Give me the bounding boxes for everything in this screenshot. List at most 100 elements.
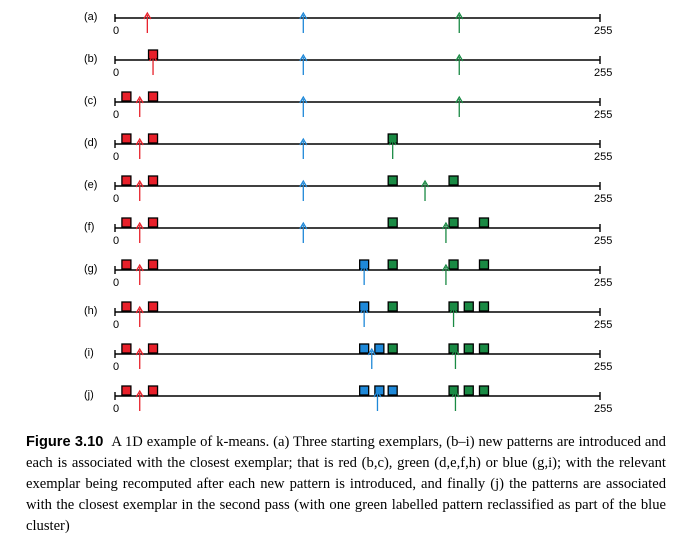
exemplar-arrow-green-c <box>455 95 464 117</box>
pattern-j-3 <box>359 385 370 396</box>
pattern-d-2 <box>147 133 159 144</box>
pattern-g-5 <box>448 259 459 270</box>
pattern-e-2 <box>147 175 159 186</box>
pattern-i-3 <box>359 343 370 354</box>
exemplar-arrow-red-g <box>135 263 144 285</box>
figure-caption: Figure 3.10 A 1D example of k-means. (a) … <box>26 432 666 537</box>
axis-max-label-j: 255 <box>594 403 612 415</box>
row-label-h: (h) <box>84 305 97 317</box>
axis-min-label-j: 0 <box>113 403 119 415</box>
pattern-i-7 <box>463 343 474 354</box>
pattern-f-2 <box>147 217 159 228</box>
pattern-d-1 <box>121 133 132 144</box>
exemplar-arrow-blue-b <box>299 53 308 75</box>
exemplar-arrow-blue-f <box>299 221 308 243</box>
row-label-d: (d) <box>84 137 97 149</box>
row-label-g: (g) <box>84 263 97 275</box>
exemplar-arrow-blue-c <box>299 95 308 117</box>
pattern-i-2 <box>147 343 159 354</box>
row-label-f: (f) <box>84 221 94 233</box>
pattern-h-6 <box>463 301 474 312</box>
pattern-f-5 <box>478 217 490 228</box>
axis-min-label-d: 0 <box>113 151 119 163</box>
pattern-h-2 <box>147 301 159 312</box>
pattern-j-1 <box>121 385 132 396</box>
figure-number: Figure 3.10 <box>26 434 104 450</box>
exemplar-arrow-red-a <box>143 11 152 33</box>
exemplar-arrow-green-i <box>451 347 460 369</box>
exemplar-arrow-blue-i <box>367 347 376 369</box>
exemplar-arrow-red-f <box>135 221 144 243</box>
exemplar-arrow-green-f <box>441 221 451 243</box>
axis-min-label-a: 0 <box>113 25 119 37</box>
pattern-j-2 <box>147 385 159 396</box>
exemplar-arrow-green-d <box>388 137 397 159</box>
row-label-a: (a) <box>84 11 97 23</box>
exemplar-arrow-red-j <box>135 389 144 411</box>
pattern-h-4 <box>387 301 398 312</box>
row-label-b: (b) <box>84 53 97 65</box>
axis-min-label-g: 0 <box>113 277 119 289</box>
row-label-e: (e) <box>84 179 97 191</box>
pattern-g-4 <box>387 259 398 270</box>
pattern-g-1 <box>121 259 132 270</box>
row-label-j: (j) <box>84 389 94 401</box>
pattern-j-7 <box>463 385 474 396</box>
pattern-f-3 <box>387 217 398 228</box>
exemplar-arrow-blue-a <box>299 11 308 33</box>
pattern-i-1 <box>121 343 132 354</box>
axis-max-label-g: 255 <box>594 277 612 289</box>
axis-max-label-d: 255 <box>594 151 612 163</box>
pattern-i-5 <box>387 343 398 354</box>
pattern-g-2 <box>147 259 159 270</box>
axis-min-label-h: 0 <box>113 319 119 331</box>
exemplar-arrow-red-e <box>135 179 144 201</box>
pattern-f-1 <box>121 217 132 228</box>
pattern-g-6 <box>478 259 490 270</box>
exemplar-arrow-blue-j <box>373 389 382 411</box>
axis-max-label-a: 255 <box>594 25 612 37</box>
axis-min-label-c: 0 <box>113 109 119 121</box>
pattern-i-4 <box>374 343 385 354</box>
pattern-e-3 <box>387 175 398 186</box>
axis-min-label-i: 0 <box>113 361 119 373</box>
exemplar-arrow-blue-e <box>299 179 308 201</box>
pattern-c-2 <box>147 91 159 102</box>
exemplar-arrow-blue-h <box>360 305 369 327</box>
pattern-i-8 <box>478 343 490 354</box>
axis-max-label-f: 255 <box>594 235 612 247</box>
caption-text: A 1D example of k-means. (a) Three start… <box>26 434 666 534</box>
exemplar-arrow-green-b <box>455 53 464 75</box>
pattern-j-5 <box>387 385 398 396</box>
exemplar-arrow-red-b <box>148 53 158 75</box>
exemplar-arrow-green-a <box>455 11 464 33</box>
exemplar-arrow-red-c <box>135 95 144 117</box>
kmeans-diagram: (a) 0 255 (b) 0 255 (c) 0 255 (d) 0 255 (e) 0 255 (f) 0 2… <box>84 11 612 415</box>
exemplar-arrow-green-j <box>451 389 460 411</box>
axis-max-label-c: 255 <box>594 109 612 121</box>
axis-max-label-b: 255 <box>594 67 612 79</box>
exemplar-arrow-blue-d <box>299 137 308 159</box>
row-label-i: (i) <box>84 347 94 359</box>
pattern-h-7 <box>478 301 490 312</box>
pattern-c-1 <box>121 91 132 102</box>
exemplar-arrow-red-d <box>135 137 144 159</box>
axis-min-label-e: 0 <box>113 193 119 205</box>
axis-min-label-b: 0 <box>113 67 119 79</box>
axis-max-label-i: 255 <box>594 361 612 373</box>
axis-min-label-f: 0 <box>113 235 119 247</box>
row-label-c: (c) <box>84 95 97 107</box>
pattern-e-4 <box>448 175 459 186</box>
pattern-f-4 <box>448 217 459 228</box>
pattern-j-8 <box>478 385 490 396</box>
exemplar-arrow-red-i <box>135 347 144 369</box>
pattern-h-1 <box>121 301 132 312</box>
kmeans-figure: (a) 0 255 (b) 0 255 (c) 0 255 (d) 0 255 (e) 0 255 (f) 0 2… <box>84 11 612 415</box>
exemplar-arrow-green-h <box>449 305 458 327</box>
exemplar-arrow-red-h <box>135 305 144 327</box>
exemplar-arrow-green-e <box>420 179 430 201</box>
pattern-e-1 <box>121 175 132 186</box>
axis-max-label-e: 255 <box>594 193 612 205</box>
axis-max-label-h: 255 <box>594 319 612 331</box>
exemplar-arrow-blue-g <box>360 263 369 285</box>
